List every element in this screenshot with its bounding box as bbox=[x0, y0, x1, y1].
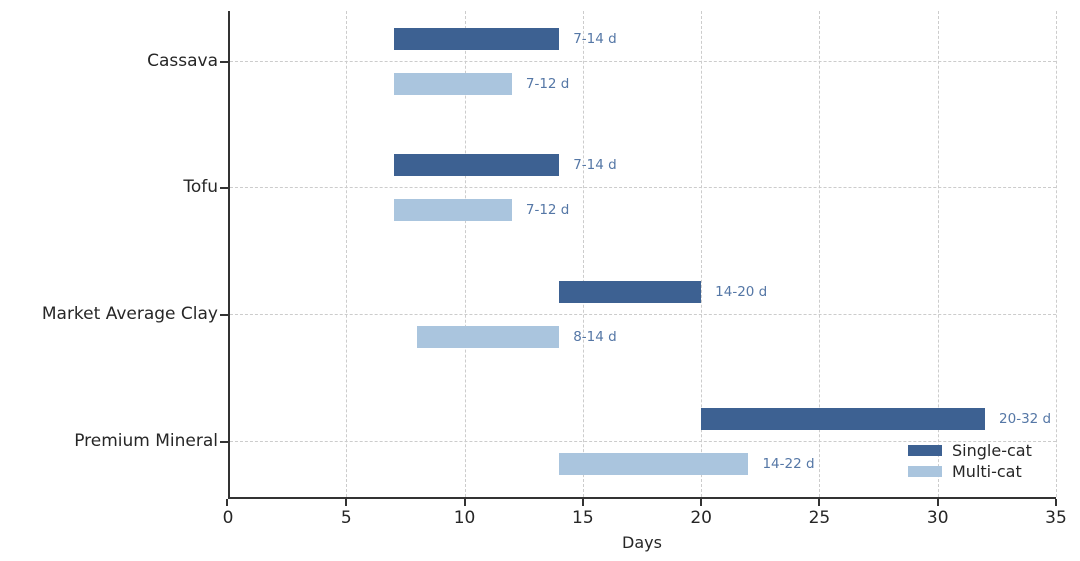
x-gridline bbox=[582, 11, 584, 497]
x-tick-mark bbox=[700, 499, 703, 506]
x-tick-label: 0 bbox=[222, 508, 234, 528]
x-gridline bbox=[937, 11, 939, 497]
x-tick-label: 20 bbox=[690, 508, 712, 528]
range-bar-single-cat bbox=[393, 28, 560, 50]
y-tick-mark bbox=[220, 314, 228, 316]
y-gridline bbox=[230, 441, 1056, 442]
bar-range-label: 7-12 d bbox=[525, 76, 570, 92]
bar-range-label: 7-12 d bbox=[525, 202, 570, 218]
y-tick-mark bbox=[220, 441, 228, 443]
bar-range-label: 14-22 d bbox=[762, 456, 815, 472]
legend-swatch-multi-cat bbox=[908, 466, 942, 477]
range-bar-multi-cat bbox=[393, 199, 512, 221]
x-tick-mark bbox=[936, 499, 939, 506]
x-gridline bbox=[701, 11, 703, 497]
bar-range-label: 8-14 d bbox=[573, 329, 617, 345]
bar-range-label: 7-14 d bbox=[573, 157, 617, 173]
x-gridline bbox=[819, 11, 821, 497]
legend: Single-cat Multi-cat bbox=[908, 440, 1032, 482]
legend-item-multi-cat: Multi-cat bbox=[908, 461, 1032, 482]
range-bar-multi-cat bbox=[417, 326, 560, 348]
x-tick-mark bbox=[345, 499, 348, 506]
range-bar-multi-cat bbox=[393, 73, 512, 95]
y-tick-mark bbox=[220, 61, 228, 63]
x-tick-label: 35 bbox=[1045, 508, 1067, 528]
y-gridline bbox=[230, 314, 1056, 315]
x-axis-title: Days bbox=[622, 533, 662, 552]
x-tick-label: 15 bbox=[572, 508, 594, 528]
x-tick-mark bbox=[1055, 499, 1057, 506]
legend-label-multi-cat: Multi-cat bbox=[952, 462, 1022, 481]
x-gridline bbox=[346, 11, 348, 497]
x-gridline bbox=[1056, 11, 1057, 497]
bar-range-label: 14-20 d bbox=[715, 284, 768, 300]
y-gridline bbox=[230, 61, 1056, 62]
y-gridline bbox=[230, 187, 1056, 188]
range-bar-single-cat bbox=[701, 408, 986, 430]
y-tick-mark bbox=[220, 187, 228, 189]
x-tick-mark bbox=[581, 499, 584, 506]
x-tick-label: 30 bbox=[926, 508, 949, 528]
x-tick-label: 25 bbox=[808, 508, 831, 528]
x-tick-mark bbox=[818, 499, 821, 506]
y-tick-label: Premium Mineral bbox=[74, 431, 218, 451]
plot-area: 7-14 d 7-12 d 7-14 d 7-12 d 14-20 d 8-14 d 20-… bbox=[228, 11, 1057, 499]
legend-label-single-cat: Single-cat bbox=[952, 441, 1032, 460]
bar-range-label: 7-14 d bbox=[573, 31, 617, 47]
y-tick-label: Cassava bbox=[147, 51, 218, 71]
x-tick-label: 5 bbox=[340, 508, 352, 528]
range-bar-single-cat bbox=[393, 154, 560, 176]
bar-range-label: 20-32 d bbox=[999, 411, 1052, 427]
range-bar-single-cat bbox=[559, 281, 702, 303]
x-tick-label: 10 bbox=[453, 508, 476, 528]
y-tick-label: Market Average Clay bbox=[41, 304, 218, 324]
legend-swatch-single-cat bbox=[908, 445, 942, 456]
x-tick-mark bbox=[463, 499, 466, 506]
x-tick-mark bbox=[226, 499, 228, 506]
legend-item-single-cat: Single-cat bbox=[908, 440, 1032, 461]
y-tick-label: Tofu bbox=[183, 177, 218, 197]
range-bar-multi-cat bbox=[559, 453, 749, 475]
x-gridline bbox=[464, 11, 466, 497]
